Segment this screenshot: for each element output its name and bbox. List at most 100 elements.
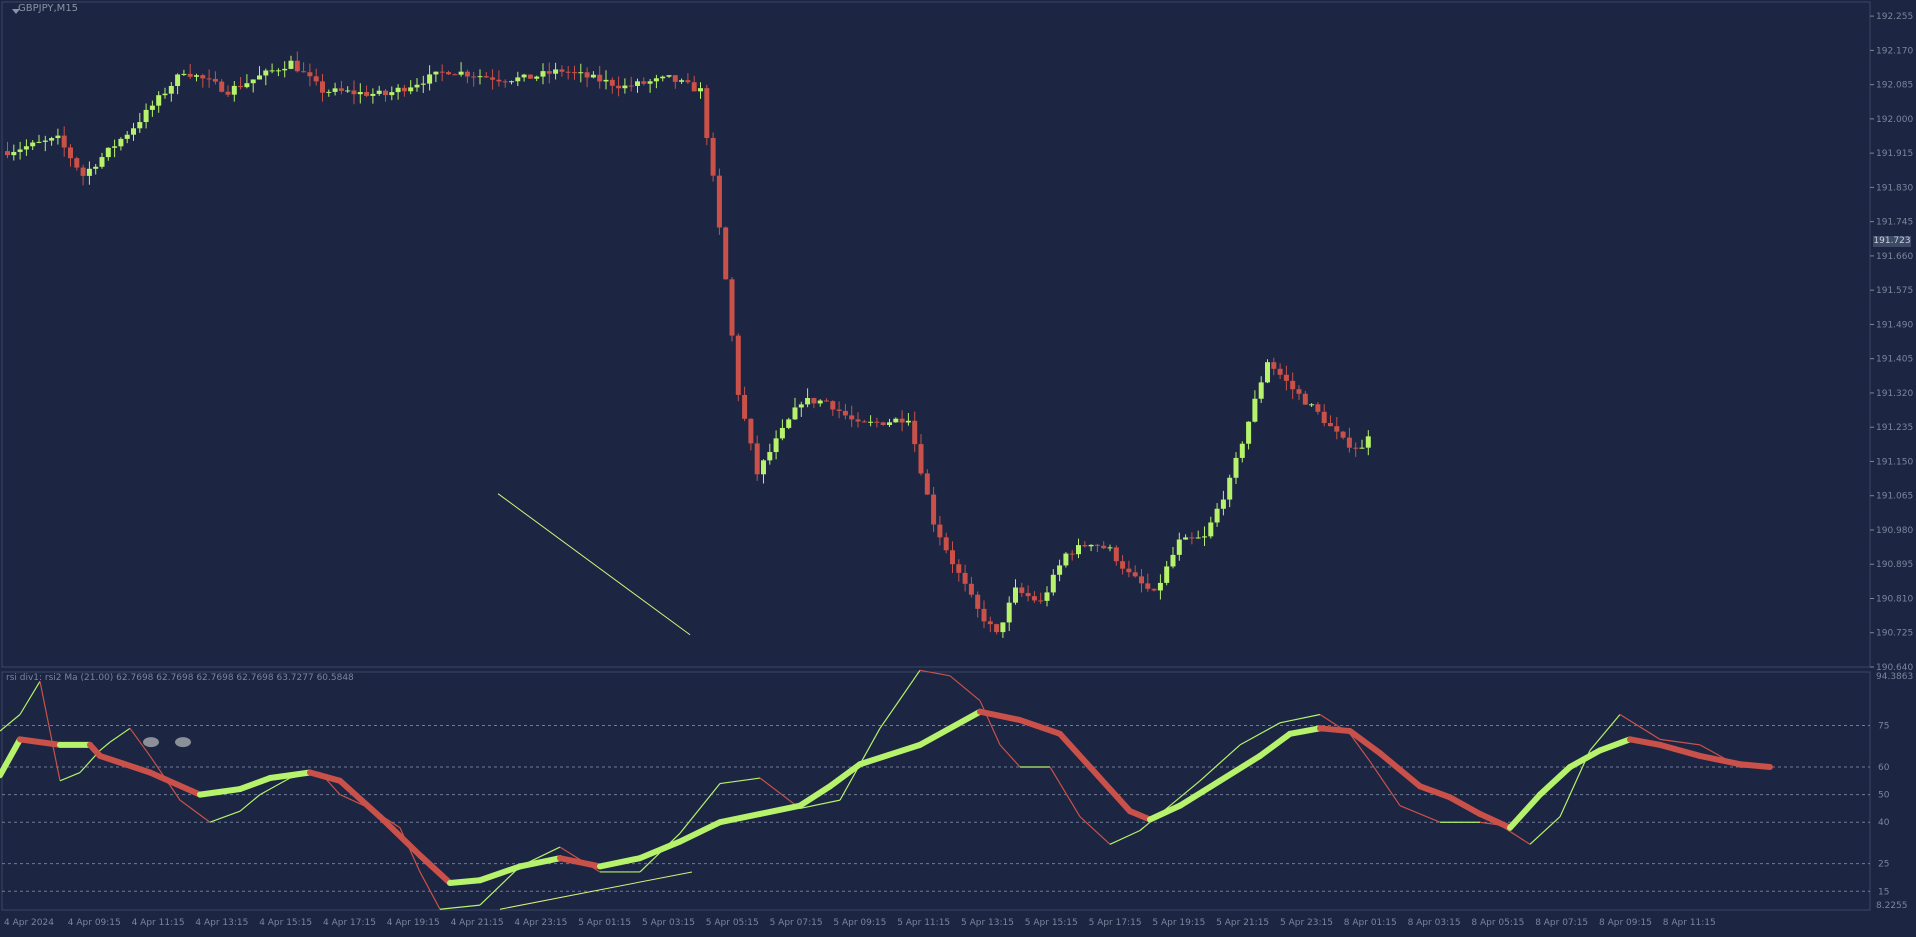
candle-body bbox=[332, 88, 338, 92]
candle-body bbox=[93, 166, 99, 169]
candle bbox=[704, 84, 710, 146]
time-axis-label: 8 Apr 11:15 bbox=[1663, 918, 1716, 928]
candle-body bbox=[1258, 382, 1264, 399]
candle bbox=[565, 66, 571, 80]
candle bbox=[11, 144, 17, 161]
candle bbox=[1271, 357, 1277, 376]
candle bbox=[1139, 568, 1144, 593]
candle bbox=[1227, 474, 1233, 508]
candle bbox=[250, 79, 256, 93]
candle bbox=[698, 82, 703, 99]
time-axis-label: 5 Apr 01:15 bbox=[578, 918, 631, 928]
candle-body bbox=[364, 92, 370, 96]
candle bbox=[320, 74, 325, 102]
candle-body bbox=[874, 421, 880, 423]
candle bbox=[918, 434, 924, 476]
candle-body bbox=[861, 421, 867, 423]
rsi-segment bbox=[999, 744, 1021, 768]
candle-body bbox=[496, 79, 502, 82]
price-tick-label: 191.660 bbox=[1876, 252, 1913, 262]
chevron-down-icon[interactable] bbox=[12, 9, 20, 14]
candle bbox=[609, 77, 615, 94]
candle bbox=[1176, 532, 1182, 561]
ma-segment bbox=[1507, 791, 1543, 831]
rsi-segment bbox=[719, 777, 761, 785]
candle-body bbox=[1302, 393, 1308, 405]
candle bbox=[395, 84, 401, 100]
candle-body bbox=[1195, 537, 1201, 539]
candle bbox=[61, 126, 67, 157]
candle-body bbox=[1359, 447, 1365, 449]
candle bbox=[1000, 622, 1006, 638]
candle-body bbox=[55, 135, 61, 139]
candle-body bbox=[1006, 602, 1012, 623]
price-tick-label: 190.810 bbox=[1876, 594, 1913, 604]
candle-body bbox=[798, 404, 804, 408]
candle bbox=[666, 75, 672, 79]
ma-segment bbox=[1627, 736, 1663, 748]
candle-body bbox=[1101, 545, 1107, 549]
candle-body bbox=[590, 74, 596, 78]
candle-body bbox=[1000, 622, 1006, 633]
candle-body bbox=[924, 473, 930, 495]
ma-segment bbox=[0, 736, 23, 779]
candle-body bbox=[698, 88, 703, 92]
candle-body bbox=[1220, 499, 1226, 509]
candle-body bbox=[691, 82, 697, 92]
ma-segment bbox=[1377, 750, 1423, 790]
candle bbox=[937, 515, 943, 546]
candle-body bbox=[975, 594, 981, 609]
candle-body bbox=[779, 427, 785, 439]
candle bbox=[401, 84, 407, 97]
candle bbox=[994, 623, 1000, 635]
candle bbox=[1315, 402, 1321, 415]
candle-body bbox=[288, 60, 294, 69]
rsi-segment bbox=[419, 871, 441, 910]
ma-segment bbox=[1737, 761, 1773, 770]
candle bbox=[86, 161, 92, 185]
candle-body bbox=[414, 84, 420, 88]
candle-body bbox=[1296, 389, 1302, 394]
candle-body bbox=[395, 87, 401, 93]
rsi-segment bbox=[1049, 766, 1081, 818]
candle-body bbox=[1031, 596, 1037, 601]
candle-body bbox=[830, 401, 836, 410]
candle-body bbox=[1334, 426, 1340, 432]
candle-body bbox=[86, 168, 92, 176]
candle-body bbox=[370, 93, 376, 96]
candle-body bbox=[383, 90, 388, 96]
candle-body bbox=[49, 138, 55, 141]
candle-body bbox=[1309, 404, 1315, 406]
time-axis-label: 4 Apr 11:15 bbox=[132, 918, 185, 928]
candle-body bbox=[1183, 537, 1189, 540]
candle-body bbox=[559, 69, 565, 72]
ma-segment bbox=[1657, 741, 1703, 759]
candle-body bbox=[1239, 443, 1245, 458]
candle-body bbox=[635, 81, 640, 86]
candle bbox=[905, 413, 911, 426]
candle-body bbox=[817, 400, 823, 404]
candle-body bbox=[527, 74, 533, 79]
rsi-segment bbox=[1369, 761, 1401, 806]
candle-body bbox=[269, 70, 275, 72]
candle-body bbox=[685, 80, 691, 83]
rsi-segment bbox=[19, 681, 41, 715]
candle bbox=[175, 73, 181, 95]
time-axis-label: 5 Apr 07:15 bbox=[770, 918, 823, 928]
rsi-segment bbox=[1349, 733, 1371, 762]
time-axis-label: 5 Apr 23:15 bbox=[1280, 918, 1333, 928]
candle bbox=[824, 398, 829, 402]
candle-body bbox=[401, 87, 407, 92]
candle bbox=[1025, 585, 1031, 602]
candle-body bbox=[1126, 568, 1132, 573]
candle bbox=[968, 576, 974, 598]
candle bbox=[590, 71, 596, 79]
candle bbox=[716, 168, 722, 235]
time-axis-label: 4 Apr 15:15 bbox=[259, 918, 312, 928]
ma-line bbox=[0, 708, 1773, 887]
candle-body bbox=[439, 71, 445, 73]
candle bbox=[628, 76, 634, 92]
candle bbox=[1044, 586, 1050, 607]
